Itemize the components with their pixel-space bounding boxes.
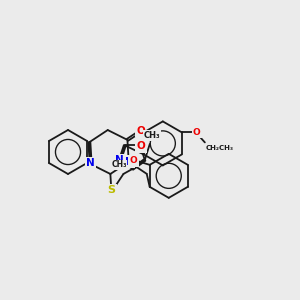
- Text: O: O: [193, 128, 201, 137]
- Text: N: N: [125, 157, 134, 167]
- Text: CH₂CH₃: CH₂CH₃: [206, 146, 234, 152]
- Text: CH₃: CH₃: [143, 131, 160, 140]
- Text: S: S: [107, 185, 116, 195]
- Text: O: O: [136, 126, 145, 136]
- Text: CH₃: CH₃: [111, 160, 127, 169]
- Text: N: N: [86, 158, 95, 168]
- Text: N: N: [115, 155, 124, 165]
- Text: O: O: [130, 156, 138, 165]
- Text: O: O: [137, 141, 146, 152]
